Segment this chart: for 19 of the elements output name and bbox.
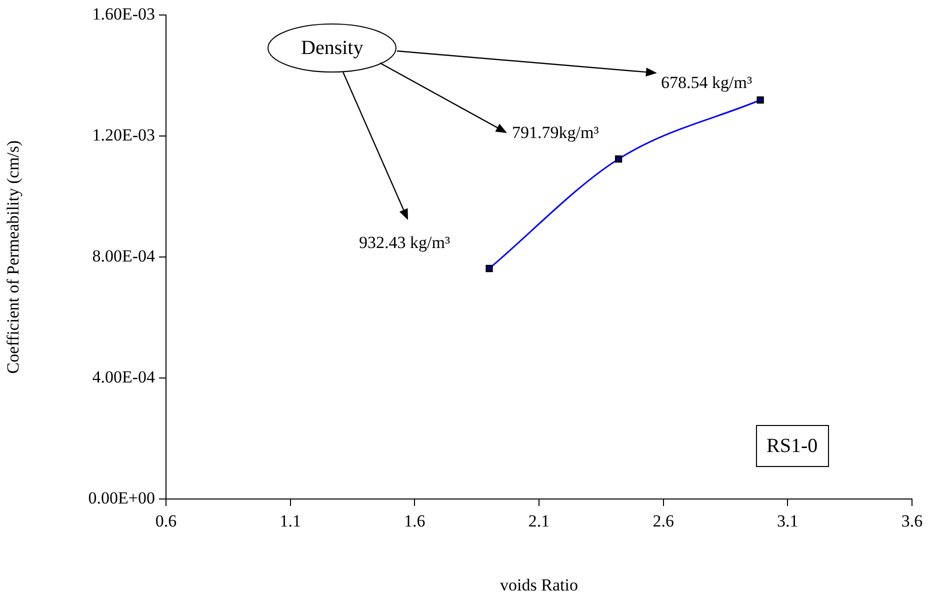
annotation: RS1-0 (756, 425, 829, 467)
x-tick-label: 2.6 (652, 512, 674, 531)
annotation: 678.54 kg/m³ (661, 72, 752, 92)
x-tick-label: 2.1 (528, 512, 550, 531)
x-axis-title: voids Ratio (500, 575, 578, 594)
x-tick-label: 3.1 (777, 512, 798, 531)
x-tick-label: 1.1 (280, 512, 301, 531)
annotation: 932.43 kg/m³ (359, 232, 450, 252)
annotation: Density (301, 37, 364, 59)
y-tick-label: 1.60E-03 (92, 4, 155, 24)
y-tick-label: 1.20E-03 (92, 125, 155, 144)
y-axis-title: Coefficient of Permeability (cm/s) (4, 140, 23, 374)
x-tick-label: 1.6 (404, 512, 426, 531)
y-tick-label: 0.00E+00 (88, 488, 155, 508)
annotation: 791.79kg/m³ (512, 122, 599, 142)
x-tick-label: 0.6 (155, 512, 177, 531)
y-tick-label: 8.00E-04 (92, 246, 156, 266)
x-tick-label: 3.6 (901, 512, 923, 531)
y-tick-label: 4.00E-04 (92, 367, 156, 386)
